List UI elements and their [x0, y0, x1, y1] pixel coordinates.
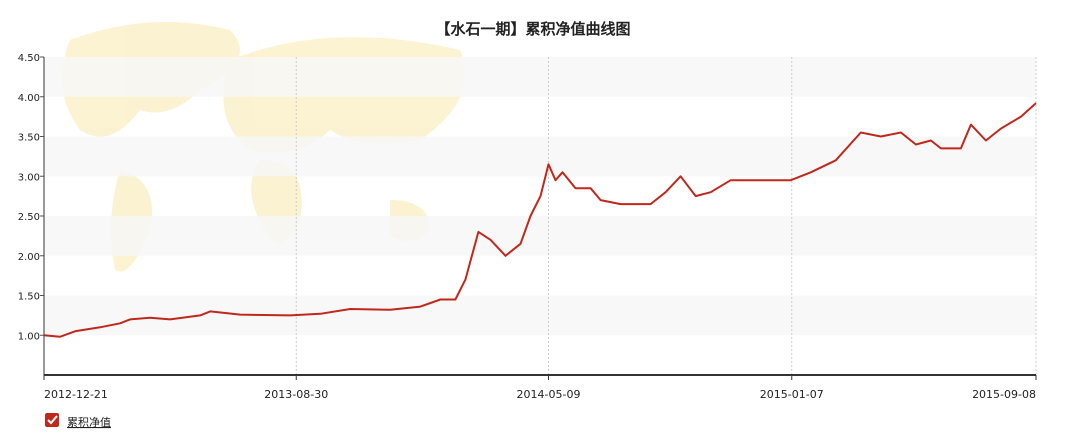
y-tick-label: 1.00 [18, 331, 40, 342]
grid-band [44, 136, 1036, 177]
grid-band [44, 295, 1036, 336]
legend-checkbox[interactable] [45, 413, 59, 427]
legend[interactable]: 累积净值 [45, 413, 111, 429]
y-tick-label: 2.50 [18, 212, 40, 223]
x-tick-label: 2014-05-09 [517, 388, 581, 401]
x-tick-label: 2015-01-07 [760, 388, 824, 401]
y-tick-label: 4.50 [18, 53, 40, 64]
x-tick-label: 2015-09-08 [972, 388, 1036, 401]
y-tick-label: 4.00 [18, 93, 40, 104]
series-line [43, 102, 1037, 338]
y-tick-label: 2.00 [18, 252, 40, 263]
legend-label[interactable]: 累积净值 [67, 415, 111, 429]
x-tick-label: 2012-12-21 [44, 388, 108, 401]
chart-title: 【水石一期】累积净值曲线图 [435, 20, 630, 38]
grid-band [44, 216, 1036, 256]
y-tick-label: 3.00 [18, 172, 40, 183]
y-tick-label: 3.50 [18, 133, 40, 144]
x-tick-label: 2013-08-30 [264, 388, 328, 401]
y-tick-label: 1.50 [18, 292, 40, 303]
grid-band [44, 57, 1036, 97]
